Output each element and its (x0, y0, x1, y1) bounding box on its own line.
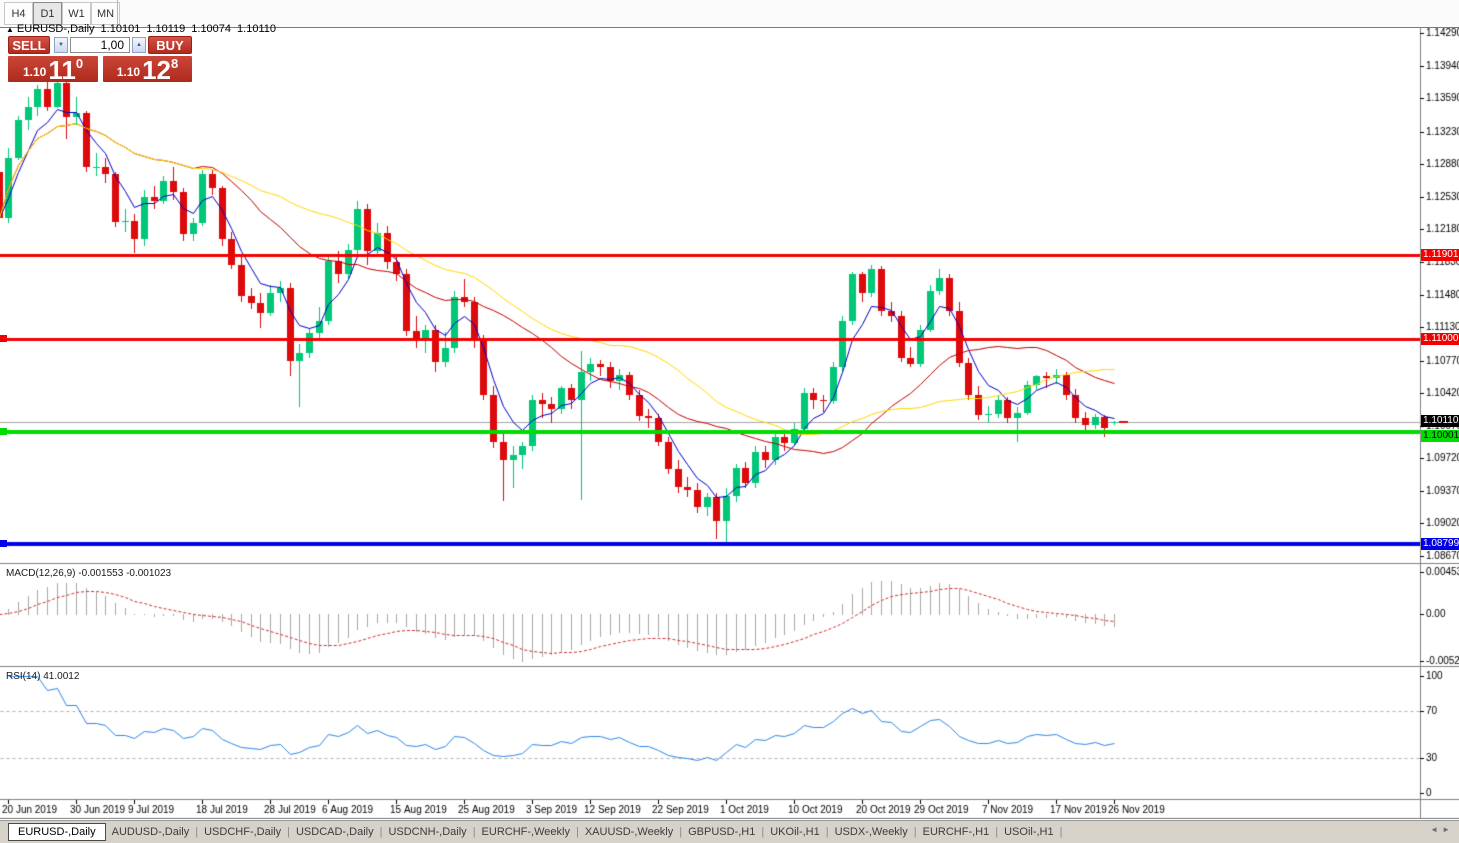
price-tag: 1.10110 (1421, 415, 1459, 427)
sell-price-whole: 1.10 (22, 65, 47, 79)
chart-tab-usoil[interactable]: USOil-,H1 (1004, 826, 1054, 838)
chart-tab-ukoil[interactable]: UKOil-,H1 (770, 826, 820, 838)
volume-decrement-button[interactable]: ▼ (54, 37, 68, 53)
tab-separator: | (1059, 826, 1063, 838)
buy-price-whole: 1.10 (116, 65, 141, 79)
hline-anchor[interactable] (0, 335, 7, 342)
timeframe-toolbar: H4 D1 W1 MN (0, 0, 1459, 28)
sell-price-point: 0 (75, 56, 84, 71)
ohlc-low: 1.10074 (191, 23, 232, 35)
rsi-name: RSI(14) (6, 671, 41, 682)
rsi-value: 41.0012 (43, 671, 80, 682)
price-tag: 1.10001 (1421, 430, 1459, 442)
hline-anchor[interactable] (0, 540, 7, 547)
tab-separator: | (761, 826, 765, 838)
chart-tab-eurchf-h1[interactable]: EURCHF-,H1 (922, 826, 990, 838)
chart-tab-xauusd[interactable]: XAUUSD-,Weekly (584, 826, 674, 838)
price-tag: 1.11000 (1421, 333, 1459, 345)
chart-tab-audusd[interactable]: AUDUSD-,Daily (111, 826, 190, 838)
rsi-indicator-label: RSI(14) 41.0012 (6, 671, 79, 682)
price-tag: 1.08799 (1421, 538, 1459, 550)
chart-title: ▲ EURUSD-,Daily 1.10101 1.10119 1.10074 1.101… (6, 23, 276, 35)
chart-tab-bar: EURUSD-,Daily AUDUSD-,Daily | USDCHF-,Dai… (0, 820, 1459, 843)
chart-tab-usdcnh[interactable]: USDCNH-,Daily (388, 826, 467, 838)
price-chart-canvas[interactable] (0, 28, 1459, 819)
buy-price-point: 8 (171, 56, 179, 71)
ohlc-open: 1.10101 (100, 23, 141, 35)
sell-button[interactable]: SELL (8, 36, 50, 54)
chart-tab-gbpusd[interactable]: GBPUSD-,H1 (688, 826, 756, 838)
macd-name: MACD(12,26,9) (6, 568, 76, 579)
sell-price-pips: 11 (48, 55, 76, 85)
hline-anchor[interactable] (0, 428, 7, 435)
tab-separator: | (679, 826, 683, 838)
volume-increment-button[interactable]: ▲ (132, 37, 146, 53)
volume-input[interactable] (70, 37, 130, 53)
macd-indicator-label: MACD(12,26,9) -0.001553 -0.001023 (6, 568, 171, 579)
timeframe-button-d1[interactable]: D1 (33, 2, 62, 25)
scroll-right-icon[interactable]: ► (1442, 825, 1454, 834)
toolbar-separator (117, 0, 118, 27)
ohlc-close: 1.10110 (237, 23, 276, 35)
tab-separator: | (287, 826, 290, 838)
scroll-left-icon[interactable]: ◄ (1430, 825, 1443, 834)
ohlc-high: 1.10119 (146, 23, 186, 35)
chart-tab-usdchf[interactable]: USDCHF-,Daily (204, 826, 282, 838)
timeframe-button-mn[interactable]: MN (91, 2, 120, 25)
timeframe-button-h4[interactable]: H4 (4, 2, 33, 25)
timeframe-button-w1[interactable]: W1 (62, 2, 91, 25)
chart-tab-eurchf-weekly[interactable]: EURCHF-,Weekly (481, 826, 570, 838)
chevron-up-icon: ▲ (136, 42, 142, 48)
chevron-down-icon: ▼ (58, 42, 64, 48)
chart-symbol-label: EURUSD-,Daily (16, 23, 95, 35)
tab-scroll-arrows[interactable]: ◄► (1430, 825, 1454, 834)
chart-tab-eurusd[interactable]: EURUSD-,Daily (8, 823, 106, 841)
tab-separator: | (195, 826, 199, 838)
macd-signal-value: -0.001023 (126, 568, 172, 579)
sell-price-display[interactable]: 1.10 11 0 (8, 55, 98, 85)
buy-button[interactable]: BUY (148, 36, 192, 54)
buy-price-pips: 12 (142, 55, 172, 85)
tab-separator: | (379, 826, 383, 838)
tab-separator: | (575, 826, 579, 838)
tab-separator: | (825, 826, 829, 838)
buy-price-display[interactable]: 1.10 12 8 (103, 55, 192, 85)
chart-tab-usdx[interactable]: USDX-,Weekly (834, 826, 908, 838)
tab-separator: | (995, 826, 999, 838)
collapse-panel-icon[interactable]: ▲ (6, 25, 14, 34)
price-tag: 1.11901 (1421, 249, 1459, 261)
chart-tab-usdcad[interactable]: USDCAD-,Daily (295, 826, 374, 838)
macd-main-value: -0.001553 (78, 568, 124, 579)
tab-separator: | (472, 826, 476, 838)
tab-separator: | (913, 826, 917, 838)
